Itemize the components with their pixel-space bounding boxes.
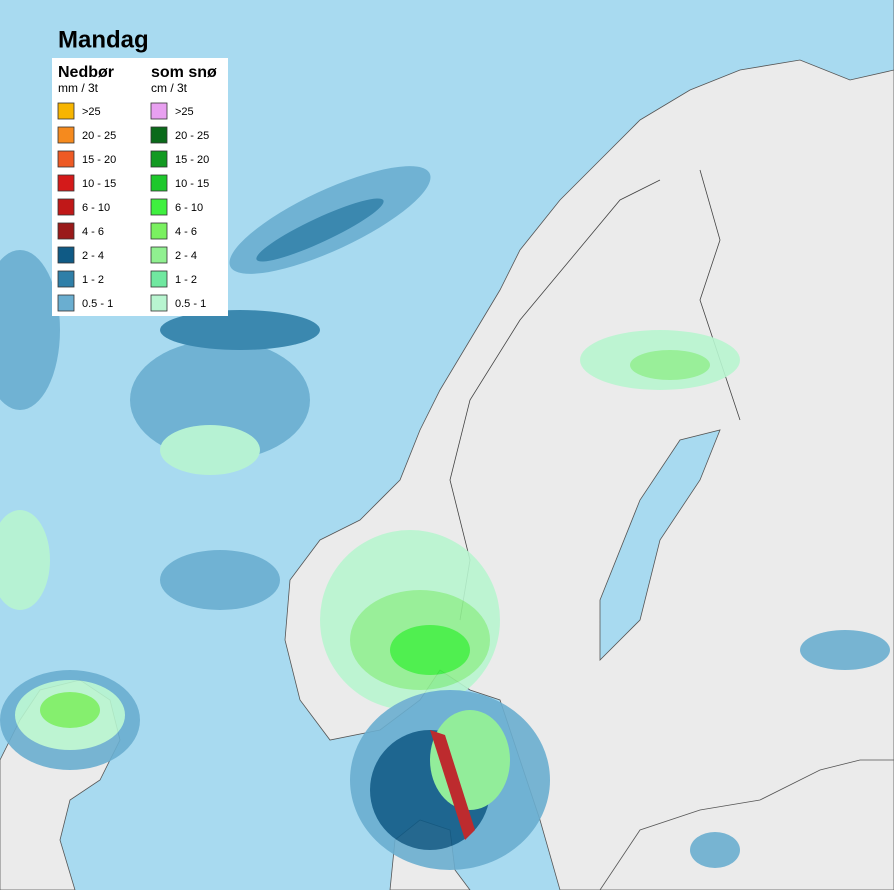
legend-swatch bbox=[150, 198, 168, 216]
legend-label: 10 - 15 bbox=[175, 178, 209, 190]
legend-label: 4 - 6 bbox=[175, 226, 197, 238]
legend-swatch bbox=[150, 294, 168, 312]
legend-items: >25 20 - 25 15 - 20 10 - 15 6 - 10 4 - 6 2 - 4… bbox=[57, 102, 209, 312]
legend-unit: mm / 3t bbox=[58, 81, 99, 95]
legend-label: 10 - 15 bbox=[82, 178, 116, 190]
legend-swatch bbox=[57, 294, 75, 312]
legend-swatch bbox=[150, 270, 168, 288]
legend-title: som snø bbox=[151, 64, 217, 81]
legend-swatch bbox=[57, 246, 75, 264]
legend-swatch bbox=[57, 270, 75, 288]
legend-label: 6 - 10 bbox=[82, 202, 110, 214]
legend-swatch bbox=[57, 198, 75, 216]
legend-swatch bbox=[150, 246, 168, 264]
legend-label: 2 - 4 bbox=[175, 250, 197, 262]
legend-swatch bbox=[57, 174, 75, 192]
title: Mandag bbox=[58, 26, 149, 53]
legend-title: Nedbør bbox=[58, 64, 114, 81]
legend-unit: cm / 3t bbox=[151, 81, 188, 95]
legend-swatch bbox=[57, 102, 75, 120]
precipitation bbox=[0, 166, 890, 870]
legend-label: 20 - 25 bbox=[175, 130, 209, 142]
legend-label: >25 bbox=[82, 106, 101, 118]
legend-label: 20 - 25 bbox=[82, 130, 116, 142]
legend-label: 15 - 20 bbox=[175, 154, 209, 166]
legend-label: 1 - 2 bbox=[175, 274, 197, 286]
legend-label: 6 - 10 bbox=[175, 202, 203, 214]
legend-swatch bbox=[57, 150, 75, 168]
legend-swatch bbox=[57, 222, 75, 240]
legend-swatch bbox=[150, 222, 168, 240]
legend-swatch bbox=[150, 174, 168, 192]
legend-label: >25 bbox=[175, 106, 194, 118]
legend-label: 0.5 - 1 bbox=[82, 298, 113, 310]
legend-swatch bbox=[57, 126, 75, 144]
legend-label: 15 - 20 bbox=[82, 154, 116, 166]
legend-box bbox=[52, 58, 228, 316]
legend-label: 2 - 4 bbox=[82, 250, 104, 262]
legend-label: 0.5 - 1 bbox=[175, 298, 206, 310]
legend-swatch bbox=[150, 102, 168, 120]
legend-swatch bbox=[150, 150, 168, 168]
legend-label: 1 - 2 bbox=[82, 274, 104, 286]
legend-label: 4 - 6 bbox=[82, 226, 104, 238]
legend-swatch bbox=[150, 126, 168, 144]
